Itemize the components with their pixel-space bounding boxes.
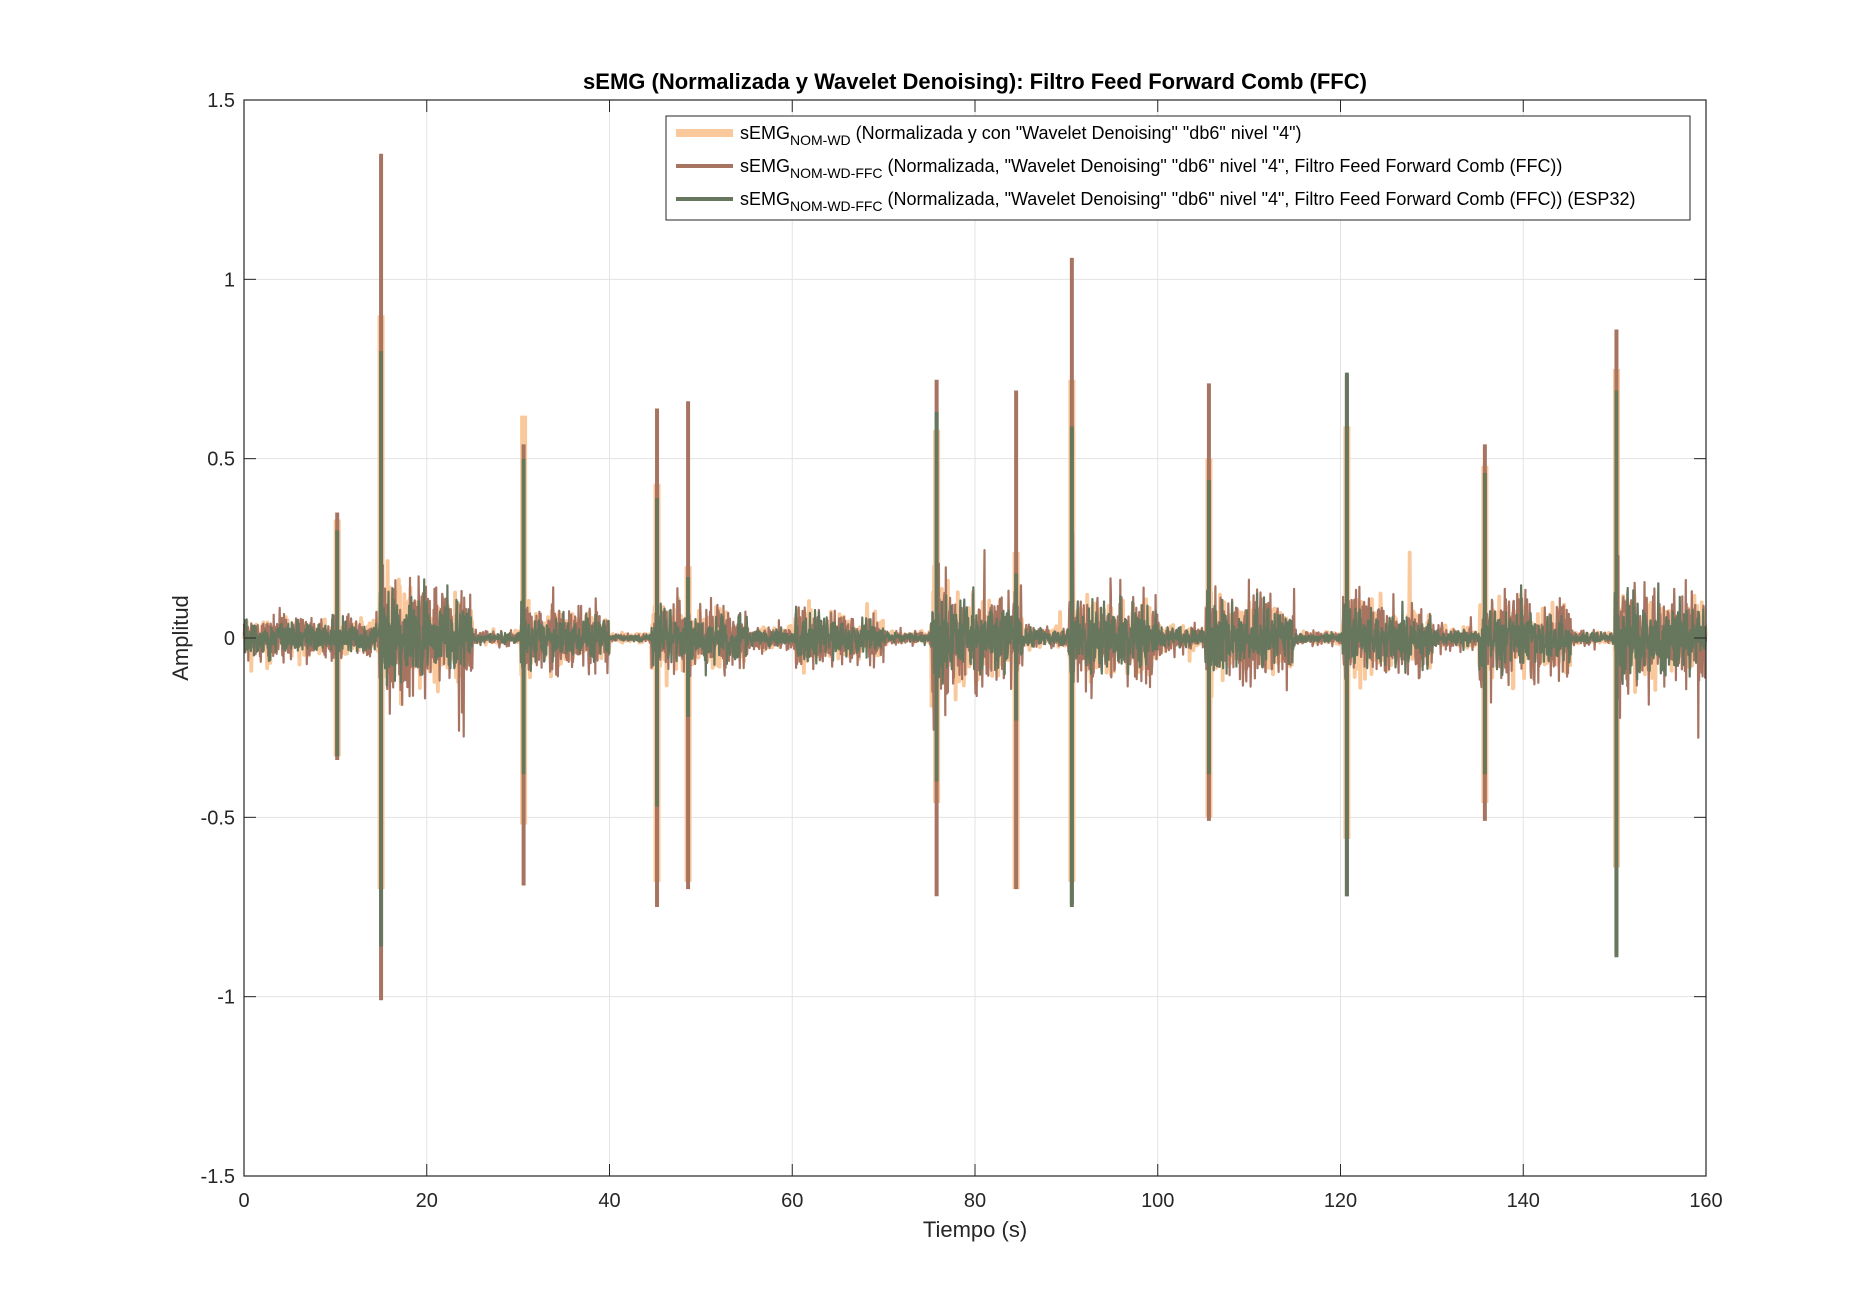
series-3 bbox=[242, 351, 1708, 958]
series-3-signal bbox=[242, 578, 1708, 687]
y-tick-label: -1 bbox=[217, 987, 235, 1009]
x-tick-label: 80 bbox=[964, 1190, 986, 1212]
y-tick-label: 1.5 bbox=[207, 90, 235, 112]
x-tick-label: 0 bbox=[238, 1190, 249, 1212]
x-tick-label: 20 bbox=[416, 1190, 438, 1212]
legend-box bbox=[665, 115, 1691, 221]
y-tick-label: -1.5 bbox=[201, 1166, 235, 1188]
chart-title: sEMG (Normalizada y Wavelet Denoising): … bbox=[583, 69, 1367, 94]
y-tick-label: 0.5 bbox=[207, 449, 235, 471]
x-tick-label: 60 bbox=[781, 1190, 803, 1212]
y-tick-label: 1 bbox=[224, 269, 235, 291]
legend-entry-series-3: sEMGNOM-WD-FFC (Normalizada, "Wavelet De… bbox=[740, 189, 1635, 214]
x-tick-label: 100 bbox=[1141, 1190, 1174, 1212]
x-tick-label: 120 bbox=[1324, 1190, 1357, 1212]
axis-ticks: 0 20 40 60 80 100 120 140 160 -1.5 -1 -0.5 0 0.5 1 1.5 bbox=[201, 90, 1723, 1212]
x-tick-label: 160 bbox=[1689, 1190, 1722, 1212]
legend-entry-series-2: sEMGNOM-WD-FFC (Normalizada, "Wavelet De… bbox=[740, 156, 1562, 181]
x-tick-label: 40 bbox=[598, 1190, 620, 1212]
x-axis-label: Tiempo (s) bbox=[923, 1217, 1027, 1242]
legend: sEMGNOM-WD (Normalizada y con "Wavelet D… bbox=[665, 115, 1691, 221]
series-lines bbox=[242, 153, 1708, 1001]
y-tick-label: 0 bbox=[224, 628, 235, 650]
legend-entry-series-1: sEMGNOM-WD (Normalizada y con "Wavelet D… bbox=[740, 123, 1302, 148]
y-tick-label: -0.5 bbox=[201, 807, 235, 829]
y-axis-label: Amplitud bbox=[168, 595, 193, 681]
x-tick-label: 140 bbox=[1507, 1190, 1540, 1212]
